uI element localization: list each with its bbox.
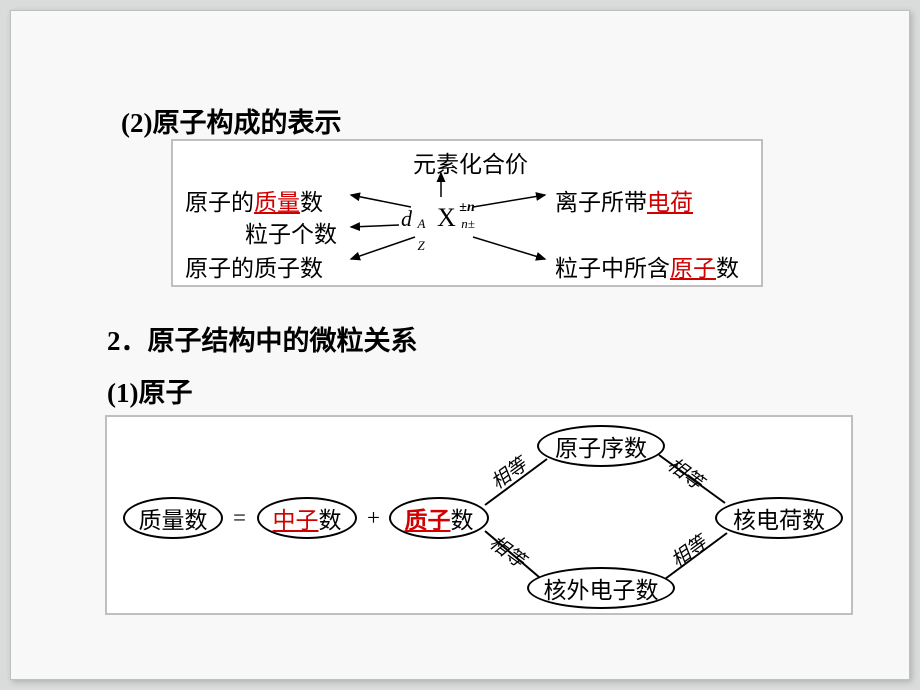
heading-2: (2)原子构成的表示 bbox=[121, 101, 341, 140]
diagram-box-1: 元素化合价 原子的质量数 粒子个数 原子的质子数 离子所带电荷 粒子中所含原子数… bbox=[171, 139, 763, 287]
heading-section-2: 2．原子结构中的微粒关系 bbox=[107, 319, 418, 358]
diagram-box-2: 质量数 = 中子数 + 质子数 原子序数 核电荷数 核外电子数 相等 相等 相等… bbox=[105, 415, 853, 615]
diagram1-arrows bbox=[173, 141, 765, 289]
slide-page: (2)原子构成的表示 元素化合价 原子的质量数 粒子个数 原子的质子数 离子所带… bbox=[10, 10, 910, 680]
diagram2-edges bbox=[107, 417, 855, 617]
heading-1-atom: (1)原子 bbox=[107, 371, 192, 410]
